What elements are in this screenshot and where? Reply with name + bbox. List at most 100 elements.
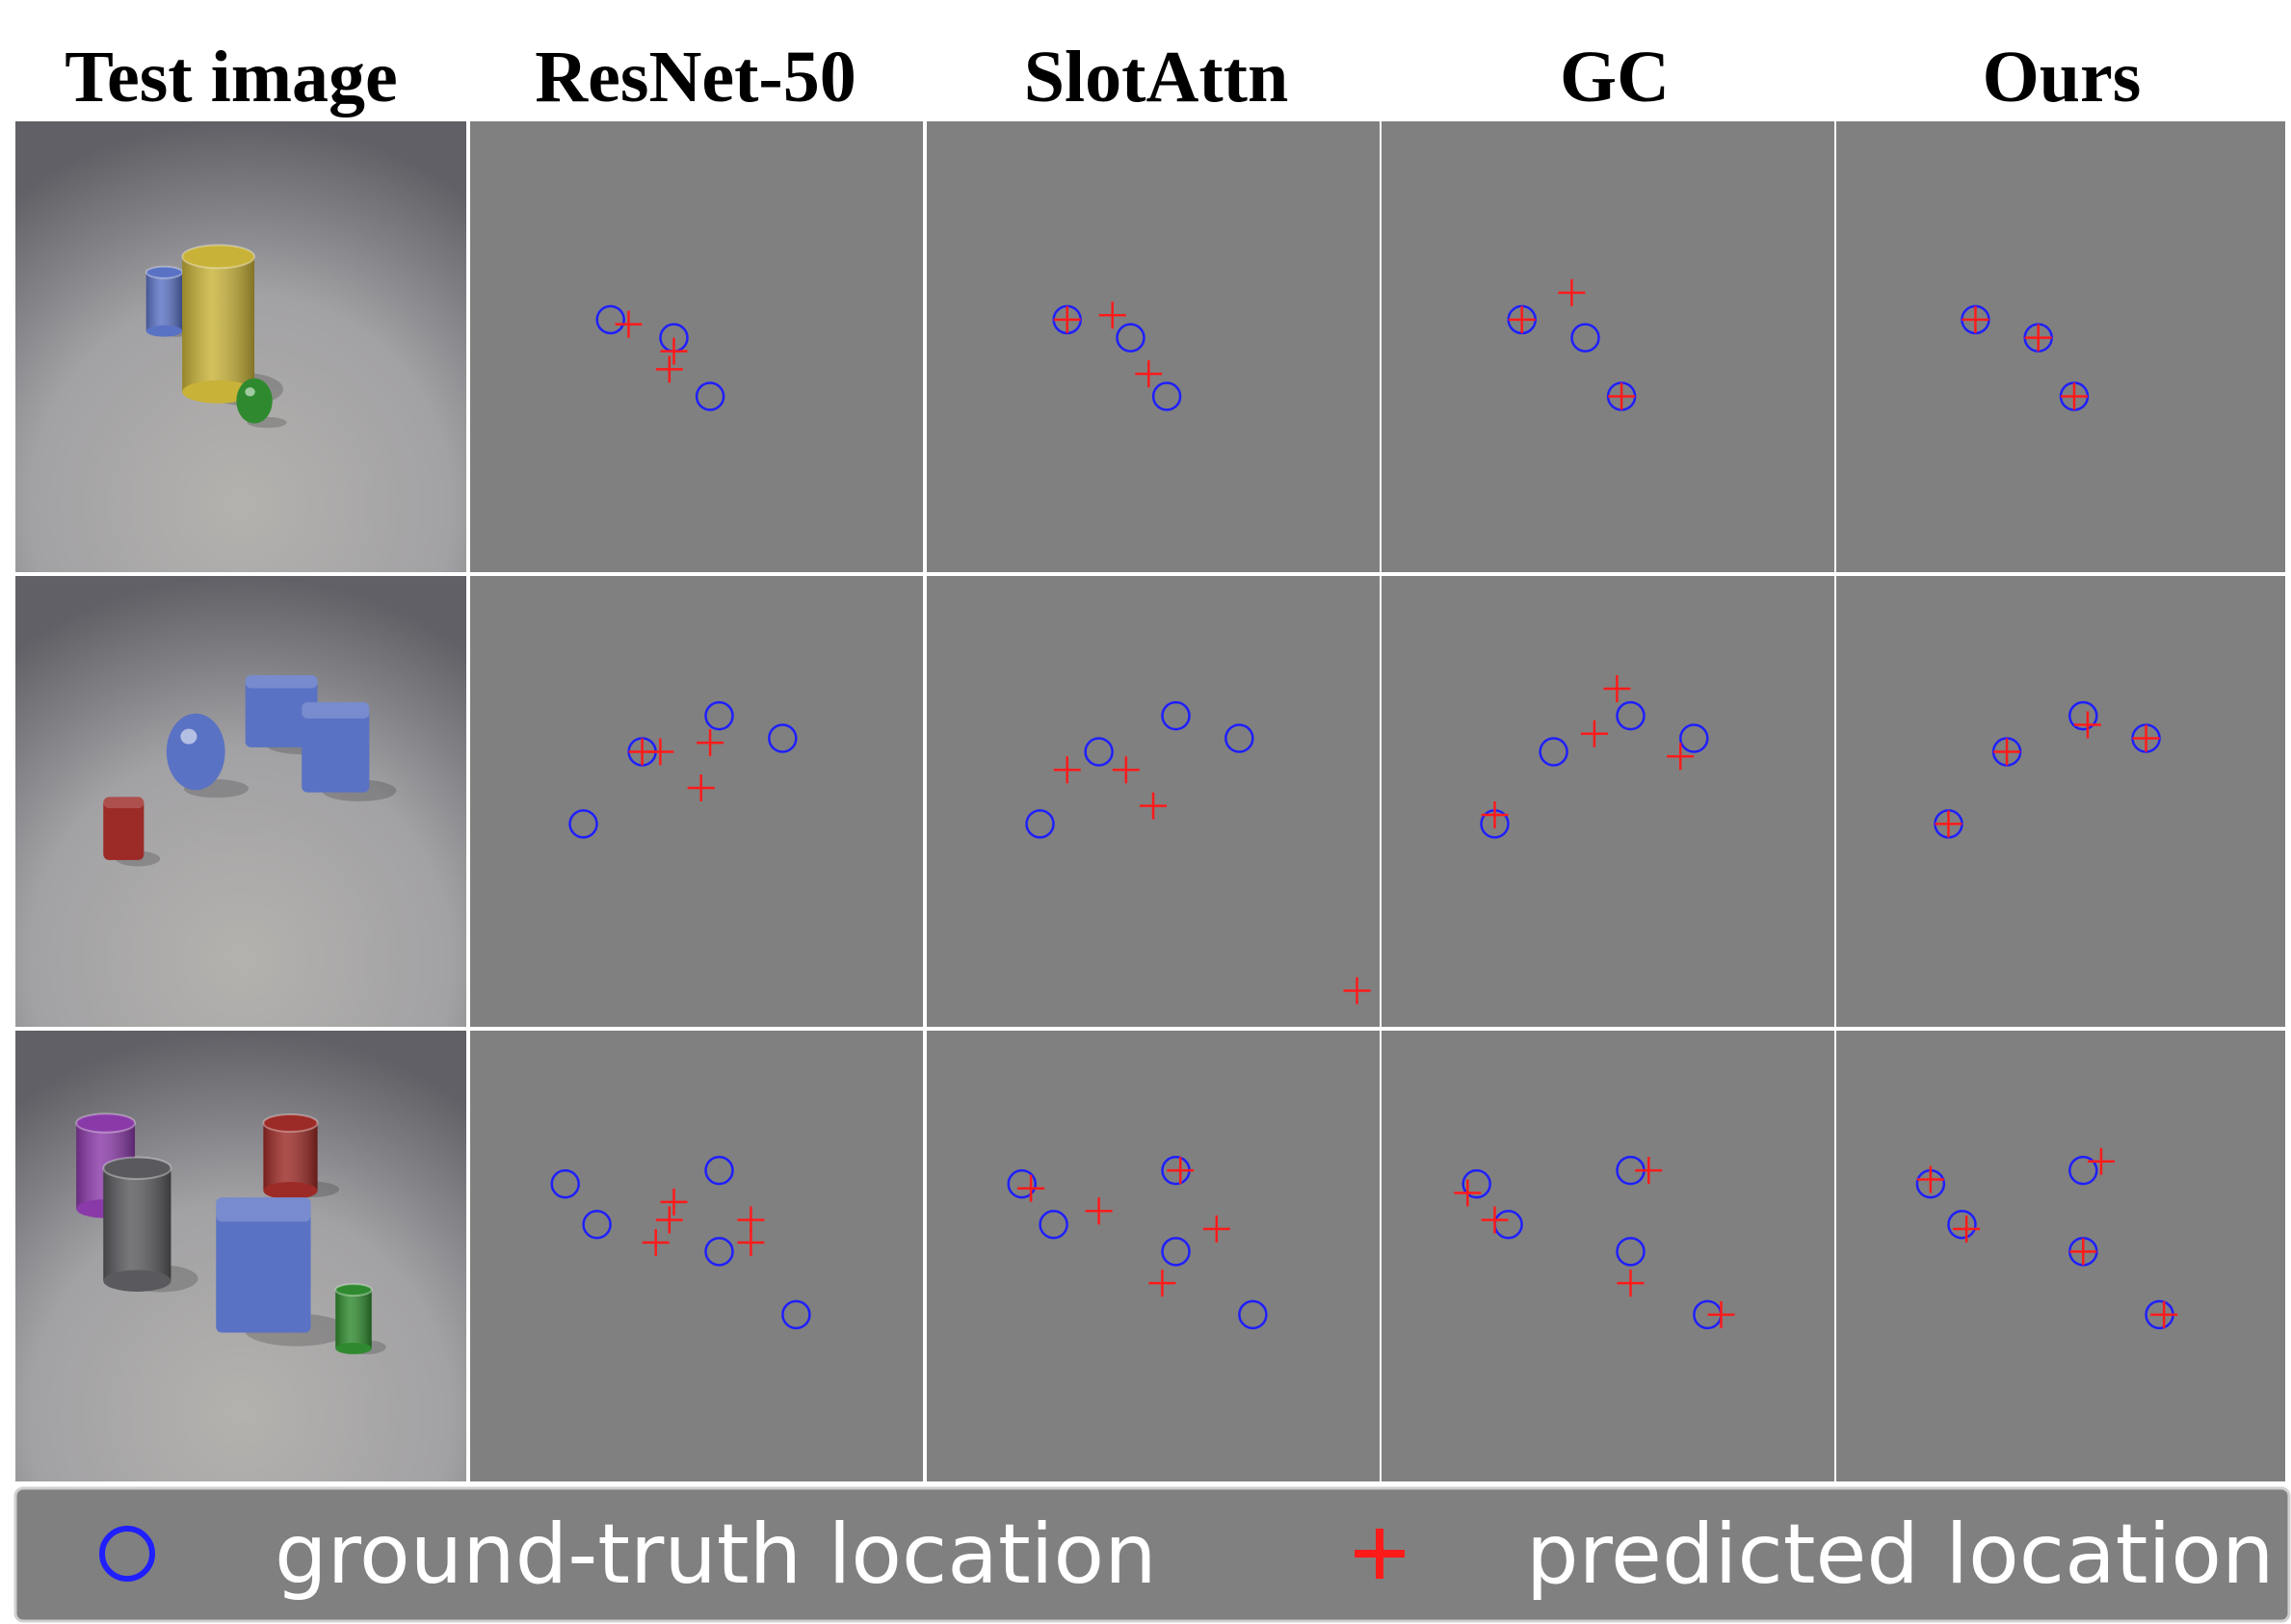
green-cylinder: [334, 1283, 386, 1355]
cylinder-bottom: [335, 1342, 372, 1354]
predicted-marker: [1916, 1166, 1944, 1193]
cylinder-shading: [182, 256, 255, 392]
panel-gc-row-1: [1382, 121, 1834, 572]
panel-background: [1836, 576, 2285, 1027]
column-titles: Test image ResNet-50 SlotAttn GC Ours: [65, 37, 2141, 118]
predicted-marker: [1580, 720, 1608, 747]
cylinder-top: [145, 265, 184, 279]
legend-box: [13, 1486, 2291, 1623]
predicted-marker: [655, 1206, 683, 1234]
predicted-marker: [660, 337, 688, 365]
ground-truth-marker: [1238, 1299, 1268, 1330]
predicted-marker: [687, 773, 715, 801]
predicted-marker: [1112, 756, 1140, 784]
ground-truth-marker: [1161, 700, 1191, 731]
cylinder-top: [334, 1283, 373, 1297]
cube-face: [245, 674, 318, 747]
ground-truth-marker: [568, 809, 598, 839]
panel-resnet-50-row-3: [470, 1031, 923, 1481]
ground-truth-marker: [768, 723, 798, 753]
panel-background: [1382, 1031, 1834, 1481]
ground-truth-legend-icon: [99, 1526, 155, 1582]
panel-slotattn-row-1: [927, 121, 1380, 572]
predicted-marker: [737, 1206, 765, 1234]
column-title-ours: Ours: [1983, 37, 2142, 118]
cube-face: [103, 797, 145, 860]
predicted-marker: [2024, 324, 2052, 352]
cylinder-shading: [335, 1290, 372, 1349]
panel-background: [470, 121, 923, 572]
panel-gc-row-3: [1382, 1031, 1834, 1481]
predicted-marker: [1608, 382, 1636, 410]
cylinder-bottom: [182, 380, 255, 404]
panel-background: [927, 1031, 1380, 1481]
column-title-resnet50: ResNet-50: [535, 37, 856, 118]
ground-truth-marker: [1947, 1209, 1977, 1240]
predicted-marker: [1617, 1270, 1645, 1297]
legend: ground-truth location predicted location: [13, 1486, 2291, 1623]
red-cube: [103, 797, 161, 867]
predicted-marker: [1481, 1206, 1509, 1234]
cube-face: [216, 1197, 311, 1333]
panel-background: [1382, 121, 1834, 572]
ground-truth-marker: [1570, 323, 1600, 353]
blue-cube: [245, 674, 347, 755]
ground-truth-marker: [1116, 323, 1146, 353]
ground-truth-marker: [550, 1168, 580, 1199]
cylinder-top: [181, 244, 256, 270]
panel-ours-row-2: [1836, 576, 2285, 1027]
cylinder-bottom: [103, 1270, 171, 1292]
cylinder-shading: [263, 1122, 318, 1192]
ground-truth-marker: [1616, 1237, 1646, 1267]
cube-top: [103, 797, 145, 809]
cube-face: [302, 702, 370, 793]
test-image-scene: [15, 1031, 466, 1481]
ground-truth-marker: [1161, 1237, 1191, 1267]
predicted-marker: [1508, 305, 1536, 333]
predicted-marker: [1558, 278, 1586, 306]
ground-truth-marker: [1084, 737, 1114, 767]
blue-sphere: [166, 713, 249, 799]
panel-ours-row-3: [1836, 1031, 2285, 1481]
scene-background: [15, 576, 466, 1027]
cylinder-top: [75, 1113, 137, 1134]
gray-cylinder: [102, 1156, 198, 1293]
cube-top: [245, 674, 318, 689]
predicted-marker: [646, 738, 674, 766]
ground-truth-marker: [1039, 1209, 1068, 1240]
predicted-legend-icon: [1355, 1529, 1405, 1579]
predicted-marker: [1667, 743, 1695, 771]
predicted-marker: [1953, 1215, 1981, 1243]
blue-cube: [302, 702, 397, 801]
blue-cylinder: [145, 265, 198, 337]
predicted-marker: [697, 729, 724, 757]
cylinder-shading: [145, 272, 183, 331]
ground-truth-marker: [1616, 700, 1646, 731]
predicted-marker: [1098, 301, 1126, 329]
panel-background: [1836, 121, 2285, 572]
ground-truth-marker: [595, 304, 625, 335]
panel-resnet-50-row-1: [470, 121, 923, 572]
predicted-marker: [615, 310, 643, 338]
column-title-slotattn: SlotAttn: [1024, 37, 1288, 118]
predicted-marker: [737, 1228, 765, 1256]
test-image-scene: [15, 576, 466, 1027]
column-title-gc: GC: [1560, 37, 1670, 118]
predicted-marker: [2069, 1238, 2097, 1266]
panel-background: [470, 1031, 923, 1481]
panel-background: [1836, 1031, 2285, 1481]
ground-truth-marker: [781, 1299, 811, 1330]
legend-predicted-label: predicted location: [1526, 1506, 2275, 1603]
cylinder-bottom: [263, 1182, 318, 1200]
predicted-marker: [1935, 810, 1962, 838]
cylinder-top: [102, 1156, 172, 1180]
blue-cube: [216, 1197, 349, 1347]
predicted-marker: [1707, 1300, 1735, 1328]
ground-truth-marker: [1151, 381, 1182, 411]
predicted-marker: [1140, 792, 1167, 820]
predicted-marker: [655, 355, 683, 383]
legend-ground-truth-label: ground-truth location: [275, 1506, 1157, 1603]
predicted-marker: [1017, 1174, 1045, 1202]
predicted-marker: [660, 1188, 688, 1216]
